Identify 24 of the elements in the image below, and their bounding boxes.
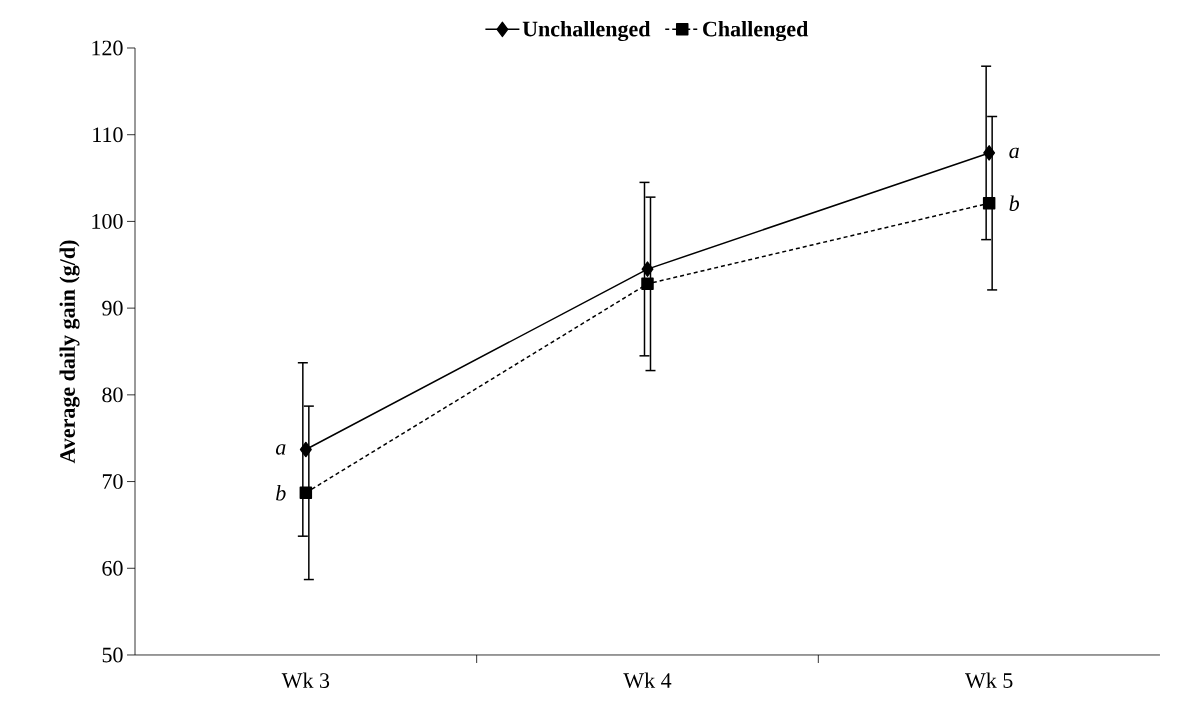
y-tick-label: 100	[92, 213, 123, 229]
annotation: a	[275, 444, 286, 455]
y-tick-label: 120	[92, 40, 123, 56]
annotation: a	[1009, 147, 1019, 159]
y-tick-label: 80	[102, 387, 123, 403]
legend-label: Unchallenged	[522, 20, 651, 42]
point	[641, 261, 654, 277]
y-tick-label: 60	[102, 560, 123, 576]
point	[982, 196, 996, 210]
point	[641, 277, 654, 291]
x-tick-label: Wk 5	[965, 672, 1013, 689]
x-tick-label: Wk 4	[623, 672, 672, 689]
annotation: b	[1009, 195, 1020, 211]
legend-label: Challenged	[703, 20, 809, 42]
y-tick-label: 50	[102, 647, 123, 663]
y-axis-title: Average daily gain (g/d)	[59, 240, 80, 464]
annotation: b	[276, 485, 286, 501]
y-tick-label: 110	[93, 127, 123, 143]
point	[983, 145, 996, 161]
point	[299, 486, 313, 500]
x-tick-label: Wk 3	[281, 672, 330, 689]
y-tick-label: 70	[102, 474, 123, 489]
y-tick-label: 90	[102, 300, 123, 316]
point	[299, 441, 312, 458]
